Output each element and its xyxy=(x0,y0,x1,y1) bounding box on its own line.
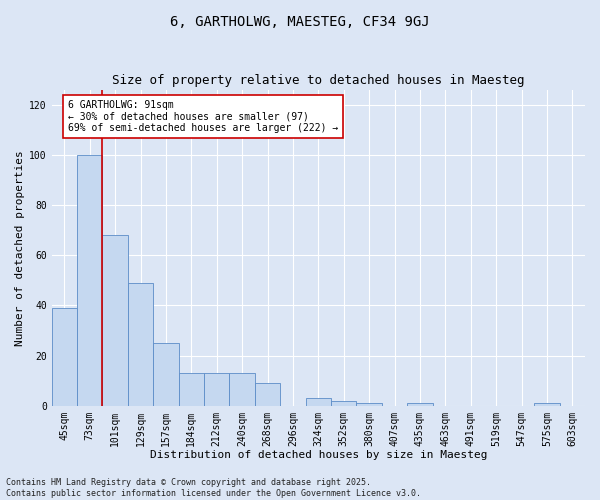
Bar xyxy=(153,343,179,406)
Bar xyxy=(356,403,382,406)
Bar xyxy=(103,235,128,406)
Bar xyxy=(128,283,153,406)
Text: Contains HM Land Registry data © Crown copyright and database right 2025.
Contai: Contains HM Land Registry data © Crown c… xyxy=(6,478,421,498)
Title: Size of property relative to detached houses in Maesteg: Size of property relative to detached ho… xyxy=(112,74,524,87)
Bar xyxy=(204,373,229,406)
Text: 6 GARTHOLWG: 91sqm
← 30% of detached houses are smaller (97)
69% of semi-detache: 6 GARTHOLWG: 91sqm ← 30% of detached hou… xyxy=(68,100,338,133)
Bar xyxy=(305,398,331,406)
Bar xyxy=(52,308,77,406)
Bar xyxy=(331,400,356,406)
Bar xyxy=(77,155,103,406)
Y-axis label: Number of detached properties: Number of detached properties xyxy=(15,150,25,346)
Text: 6, GARTHOLWG, MAESTEG, CF34 9GJ: 6, GARTHOLWG, MAESTEG, CF34 9GJ xyxy=(170,15,430,29)
X-axis label: Distribution of detached houses by size in Maesteg: Distribution of detached houses by size … xyxy=(149,450,487,460)
Bar xyxy=(534,403,560,406)
Bar xyxy=(407,403,433,406)
Bar xyxy=(229,373,255,406)
Bar xyxy=(255,383,280,406)
Bar xyxy=(179,373,204,406)
